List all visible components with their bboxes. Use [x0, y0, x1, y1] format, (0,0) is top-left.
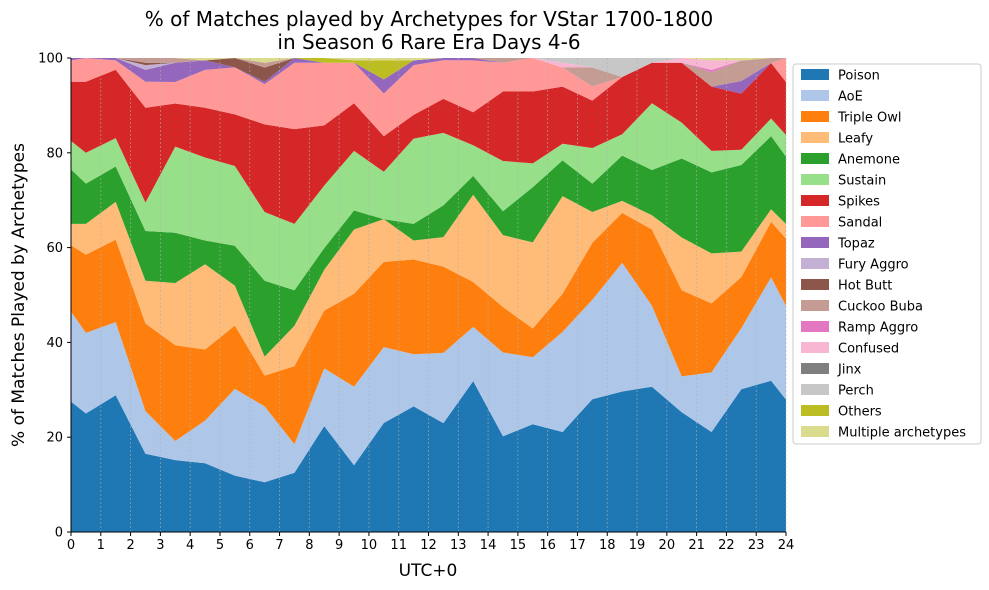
legend-swatch-multiple-archetypes	[801, 426, 829, 437]
legend-label-anemone: Anemone	[838, 153, 900, 168]
y-tick-label: 0	[55, 526, 63, 541]
legend-swatch-fury-aggro	[801, 258, 829, 269]
x-tick-label: 5	[216, 538, 224, 553]
x-tick-label: 23	[748, 538, 765, 553]
legend-swatch-others	[801, 405, 829, 416]
legend-label-topaz: Topaz	[837, 237, 875, 252]
area-hot-butt	[71, 58, 786, 87]
x-tick-label: 16	[539, 538, 556, 553]
x-tick-label: 20	[659, 538, 676, 553]
legend-label-sustain: Sustain	[838, 174, 886, 189]
x-tick-label: 3	[156, 538, 164, 553]
legend-label-triple-owl: Triple Owl	[837, 111, 901, 126]
y-tick-label: 60	[46, 241, 63, 256]
chart-subtitle: in Season 6 Rare Era Days 4-6	[277, 30, 580, 54]
x-tick-label: 11	[390, 538, 407, 553]
legend-label-aoe: AoE	[838, 90, 863, 105]
x-tick-label: 4	[186, 538, 194, 553]
x-tick-label: 13	[450, 538, 467, 553]
x-tick-label: 24	[778, 538, 795, 553]
x-tick-label: 17	[569, 538, 586, 553]
legend-swatch-cuckoo-buba	[801, 300, 829, 311]
x-axis-ticks: 0 1 2 3 4 5 6 7 8 9 10 11 12 13 14 15 16 17 18 19 20 21 22 23 24	[67, 532, 794, 553]
legend-swatch-ramp-aggro	[801, 321, 829, 332]
legend-swatch-topaz	[801, 237, 829, 248]
legend-frame	[792, 63, 982, 445]
legend-swatch-jinx	[801, 363, 829, 374]
y-axis-label: % of Matches Played by Archetypes	[9, 143, 29, 447]
legend-label-hot-butt: Hot Butt	[838, 279, 892, 294]
x-tick-label: 15	[510, 538, 527, 553]
y-tick-label: 80	[46, 146, 63, 161]
legend-swatch-aoe	[801, 90, 829, 101]
legend-label-sandal: Sandal	[838, 216, 882, 231]
y-tick-label: 20	[46, 431, 63, 446]
x-tick-label: 21	[688, 538, 705, 553]
legend-label-leafy: Leafy	[838, 132, 873, 147]
x-tick-label: 12	[420, 538, 437, 553]
legend-label-multiple-archetypes: Multiple archetypes	[838, 426, 966, 441]
x-tick-label: 7	[275, 538, 283, 553]
legend-label-cuckoo-buba: Cuckoo Buba	[838, 300, 923, 315]
legend-label-confused: Confused	[838, 342, 899, 357]
chart-title: % of Matches played by Archetypes for VS…	[145, 7, 714, 31]
legend-label-jinx: Jinx	[837, 363, 862, 378]
legend-swatch-confused	[801, 342, 829, 353]
x-tick-label: 1	[97, 538, 105, 553]
area-sandal	[71, 58, 786, 137]
legend-swatch-poison	[801, 69, 829, 80]
x-tick-label: 0	[67, 538, 75, 553]
legend-swatch-hot-butt	[801, 279, 829, 290]
y-tick-label: 40	[46, 336, 63, 351]
x-tick-label: 6	[246, 538, 254, 553]
legend-label-ramp-aggro: Ramp Aggro	[838, 321, 918, 336]
legend-swatch-leafy	[801, 132, 829, 143]
x-tick-label: 9	[335, 538, 343, 553]
legend-swatch-sandal	[801, 216, 829, 227]
legend-swatch-sustain	[801, 174, 829, 185]
legend-label-others: Others	[838, 405, 882, 420]
legend-swatch-spikes	[801, 195, 829, 206]
legend-swatch-triple-owl	[801, 111, 829, 122]
x-tick-label: 19	[629, 538, 646, 553]
legend-label-perch: Perch	[838, 384, 874, 399]
x-tick-label: 10	[361, 538, 378, 553]
x-tick-label: 22	[718, 538, 735, 553]
x-tick-label: 14	[480, 538, 497, 553]
y-axis-ticks: 0 20 40 60 80 100	[38, 52, 71, 541]
legend-label-spikes: Spikes	[838, 195, 880, 210]
x-gridlines	[70, 58, 787, 532]
legend: Poison AoE Triple Owl Leafy Anemone Sustain Sp…	[792, 63, 982, 445]
x-tick-label: 8	[305, 538, 313, 553]
x-tick-label: 18	[599, 538, 616, 553]
x-tick-label: 2	[126, 538, 134, 553]
legend-swatch-anemone	[801, 153, 829, 164]
x-axis-label: UTC+0	[399, 561, 458, 581]
legend-label-poison: Poison	[838, 69, 880, 84]
legend-swatch-perch	[801, 384, 829, 395]
legend-label-fury-aggro: Fury Aggro	[838, 258, 909, 273]
y-tick-label: 100	[38, 52, 63, 67]
